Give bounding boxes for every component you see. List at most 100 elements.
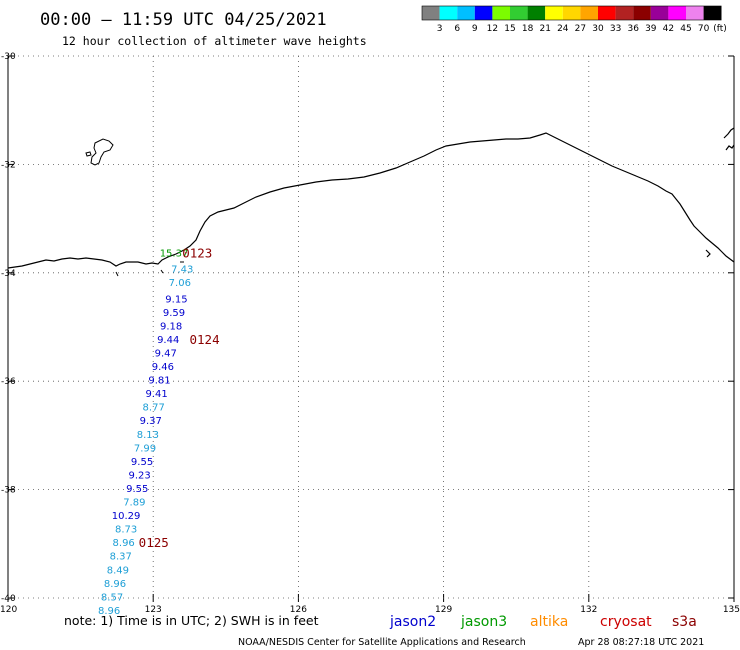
colorbar-swatch xyxy=(650,6,669,20)
map-title: 00:00 – 11:59 UTC 04/25/2021 xyxy=(40,10,327,30)
colorbar-swatch xyxy=(598,6,616,20)
island-small xyxy=(85,151,92,157)
colorbar-swatch xyxy=(545,6,563,20)
colorbar-tick-label: 3 xyxy=(437,24,443,34)
wave-height-value: 9.55 xyxy=(126,484,148,495)
bay-inlet xyxy=(705,249,711,258)
colorbar-tick-label: 45 xyxy=(680,24,691,34)
pass-time-label: 0124 xyxy=(190,332,220,347)
graticule xyxy=(7,55,735,602)
longitude-label: 135 xyxy=(723,605,740,615)
pass-time-labels: 0123 0124 0125 xyxy=(139,246,220,550)
colorbar-tick-label: 39 xyxy=(645,24,657,34)
colorbar-swatch xyxy=(633,6,651,20)
colorbar-swatch xyxy=(439,6,458,20)
island-group xyxy=(85,138,114,166)
longitude-label: 126 xyxy=(290,605,307,615)
wave-height-value: 9.81 xyxy=(148,376,170,387)
east-edge-coast xyxy=(723,127,735,139)
latitude-label: -36 xyxy=(1,377,16,387)
colorbar-unit: (ft) xyxy=(713,24,727,34)
colorbar-tick-label: 30 xyxy=(592,24,604,34)
legend-jason3: jason3 xyxy=(460,614,507,630)
colorbar-swatch xyxy=(457,6,475,20)
map-subtitle: 12 hour collection of altimeter wave hei… xyxy=(62,34,367,48)
longitude-label: 129 xyxy=(435,605,452,615)
longitude-labels: 120 123 126 129 132 135 xyxy=(0,605,740,615)
latitude-label: -32 xyxy=(1,160,16,170)
colorbar-outline xyxy=(421,5,722,21)
latitude-label: -30 xyxy=(1,52,16,62)
wave-height-value: 7.06 xyxy=(169,278,191,289)
generated-timestamp: Apr 28 08:27:18 UTC 2021 xyxy=(578,637,704,648)
colorbar-tick-label: 9 xyxy=(472,24,478,34)
colorbar-swatch xyxy=(510,6,528,20)
coastline xyxy=(7,127,735,269)
wave-height-value: 10.29 xyxy=(112,511,141,522)
colorbar-tick-label: 6 xyxy=(454,24,460,34)
legend-jason2: jason2 xyxy=(389,614,436,630)
coastal-markers xyxy=(115,261,184,277)
wave-height-value: 9.44 xyxy=(157,335,179,346)
legend-altika: altika xyxy=(530,614,568,630)
island-main xyxy=(90,138,114,166)
wave-height-value: 8.73 xyxy=(115,525,137,536)
colorbar-swatch xyxy=(474,6,493,20)
wave-height-value: 8.57 xyxy=(101,592,123,603)
east-edge-coast-2 xyxy=(725,144,735,151)
map-frame xyxy=(7,56,735,598)
wave-height-value: 9.37 xyxy=(140,416,162,427)
longitude-label: 123 xyxy=(145,605,162,615)
wave-height-value: 8.37 xyxy=(110,552,132,563)
wave-height-value: 9.59 xyxy=(163,308,185,319)
longitude-label: 132 xyxy=(580,605,597,615)
longitude-label: 120 xyxy=(0,605,17,615)
colorbar-tick-label: 33 xyxy=(610,24,621,34)
colorbar-swatch xyxy=(492,6,510,20)
colorbar-tick-label: 36 xyxy=(627,24,639,34)
latitude-label: -38 xyxy=(1,486,16,496)
colorbar-swatch xyxy=(686,6,704,20)
wave-height-value: 8.96 xyxy=(104,579,126,590)
latitude-label: -34 xyxy=(1,269,16,279)
legend-cryosat: cryosat xyxy=(600,614,652,630)
colorbar-tick-label: 27 xyxy=(575,24,586,34)
colorbar-swatch xyxy=(615,6,634,20)
colorbar-tick-label: 42 xyxy=(663,24,674,34)
wave-height-colorbar: 3 6 9 12 15 18 21 24 27 30 33 36 39 42 45 70 xyxy=(421,5,722,34)
colorbar-swatch xyxy=(668,6,686,20)
wave-height-value: 8.96 xyxy=(113,538,135,549)
colorbar-tick-label: 70 xyxy=(698,24,710,34)
latitude-label: -40 xyxy=(1,594,16,604)
wave-height-value: 9.41 xyxy=(145,389,167,400)
colorbar-tick-label: 24 xyxy=(557,24,569,34)
colorbar-tick-label: 12 xyxy=(487,24,498,34)
colorbar-tick-label: 15 xyxy=(504,24,515,34)
colorbar-swatch xyxy=(580,6,598,20)
wave-height-value: 9.18 xyxy=(160,321,182,332)
wave-height-value: 9.46 xyxy=(152,362,174,373)
latitude-labels: -30 -32 -34 -36 -38 -40 xyxy=(1,52,16,604)
colorbar-tick-label: 21 xyxy=(539,24,550,34)
footnote: note: 1) Time is in UTC; 2) SWH is in fe… xyxy=(64,613,319,628)
wave-height-value: 7.43 xyxy=(171,264,193,275)
wave-height-value: 15.37 xyxy=(160,249,189,260)
colorbar-swatch xyxy=(422,6,440,20)
wave-height-value: 7.89 xyxy=(123,498,145,509)
wave-height-value: 8.49 xyxy=(107,565,129,576)
wave-height-value: 9.15 xyxy=(165,294,187,305)
colorbar-swatch xyxy=(527,6,546,20)
satellite-legend: jason2 jason3 altika cryosat s3a xyxy=(389,614,697,630)
wave-height-value: 8.96 xyxy=(98,606,120,617)
colorbar-tick-label: 18 xyxy=(522,24,534,34)
wave-height-value: 9.47 xyxy=(155,348,177,359)
wave-height-value: 9.55 xyxy=(131,457,153,468)
wave-height-value: 7.99 xyxy=(134,443,156,454)
colorbar-swatch xyxy=(703,6,722,20)
colorbar-swatch xyxy=(562,6,581,20)
credit-text: NOAA/NESDIS Center for Satellite Applica… xyxy=(238,637,526,648)
wave-height-value: 9.23 xyxy=(129,470,151,481)
wave-height-value: 8.77 xyxy=(143,403,165,414)
south-coast-line xyxy=(7,132,735,269)
